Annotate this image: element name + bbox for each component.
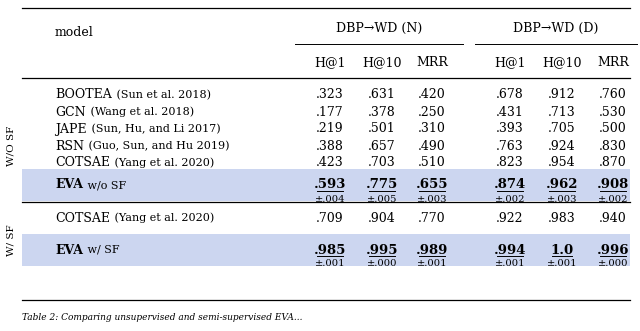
Text: RSN: RSN xyxy=(55,139,84,153)
Text: .177: .177 xyxy=(316,106,344,118)
Text: ±.000: ±.000 xyxy=(598,260,628,268)
Text: ±.002: ±.002 xyxy=(495,195,525,204)
Text: .713: .713 xyxy=(548,106,576,118)
Text: MRR: MRR xyxy=(416,57,448,70)
Text: .510: .510 xyxy=(418,157,446,169)
Text: .922: .922 xyxy=(496,212,524,224)
Text: .490: .490 xyxy=(418,139,446,153)
Text: .924: .924 xyxy=(548,139,576,153)
Text: (Yang et al. 2020): (Yang et al. 2020) xyxy=(111,213,214,223)
Text: ±.001: ±.001 xyxy=(547,260,577,268)
Text: .995: .995 xyxy=(365,244,398,257)
Text: Table 2: Comparing unsupervised and semi-supervised EVA...: Table 2: Comparing unsupervised and semi… xyxy=(22,313,303,322)
Text: .994: .994 xyxy=(493,244,526,257)
Text: .904: .904 xyxy=(368,212,396,224)
Text: (Sun et al. 2018): (Sun et al. 2018) xyxy=(113,90,211,100)
Text: model: model xyxy=(55,25,93,38)
Text: .912: .912 xyxy=(548,88,576,102)
Bar xyxy=(22,169,630,201)
Text: .703: .703 xyxy=(368,157,396,169)
Text: .423: .423 xyxy=(316,157,344,169)
Text: H@1: H@1 xyxy=(314,57,346,70)
Text: .323: .323 xyxy=(316,88,344,102)
Text: ±.003: ±.003 xyxy=(547,195,577,204)
Text: .709: .709 xyxy=(316,212,344,224)
Text: (Sun, Hu, and Li 2017): (Sun, Hu, and Li 2017) xyxy=(88,124,220,134)
Text: COTSAE: COTSAE xyxy=(55,157,110,169)
Text: .760: .760 xyxy=(599,88,627,102)
Text: .657: .657 xyxy=(368,139,396,153)
Text: .219: .219 xyxy=(316,122,344,135)
Text: ±.000: ±.000 xyxy=(367,260,397,268)
Text: H@10: H@10 xyxy=(542,57,582,70)
Text: .962: .962 xyxy=(546,178,579,192)
Text: (Guo, Sun, and Hu 2019): (Guo, Sun, and Hu 2019) xyxy=(85,141,230,151)
Text: COTSAE: COTSAE xyxy=(55,212,110,224)
Text: ±.001: ±.001 xyxy=(315,260,346,268)
Text: .393: .393 xyxy=(496,122,524,135)
Text: .378: .378 xyxy=(368,106,396,118)
Text: w/ SF: w/ SF xyxy=(84,245,120,255)
Text: ±.001: ±.001 xyxy=(417,260,447,268)
Text: ±.002: ±.002 xyxy=(598,195,628,204)
Text: W/ SF: W/ SF xyxy=(6,224,15,256)
Text: .989: .989 xyxy=(416,244,448,257)
Text: .954: .954 xyxy=(548,157,576,169)
Text: .770: .770 xyxy=(418,212,446,224)
Text: .678: .678 xyxy=(496,88,524,102)
Text: MRR: MRR xyxy=(597,57,629,70)
Text: .631: .631 xyxy=(368,88,396,102)
Text: (Wang et al. 2018): (Wang et al. 2018) xyxy=(86,107,194,117)
Text: .530: .530 xyxy=(599,106,627,118)
Text: .593: .593 xyxy=(314,178,346,192)
Text: .763: .763 xyxy=(496,139,524,153)
Text: .500: .500 xyxy=(599,122,627,135)
Text: ±.001: ±.001 xyxy=(495,260,525,268)
Text: .830: .830 xyxy=(599,139,627,153)
Text: JAPE: JAPE xyxy=(55,122,86,135)
Text: w/o SF: w/o SF xyxy=(84,180,126,190)
Text: .420: .420 xyxy=(418,88,446,102)
Text: .705: .705 xyxy=(548,122,576,135)
Text: .310: .310 xyxy=(418,122,446,135)
Text: ±.005: ±.005 xyxy=(367,195,397,204)
Text: .940: .940 xyxy=(599,212,627,224)
Text: .996: .996 xyxy=(596,244,629,257)
Text: .388: .388 xyxy=(316,139,344,153)
Text: ±.003: ±.003 xyxy=(417,195,447,204)
Text: DBP→WD (D): DBP→WD (D) xyxy=(513,22,598,34)
Text: BOOTEA: BOOTEA xyxy=(55,88,112,102)
Text: .501: .501 xyxy=(368,122,396,135)
Text: EVA: EVA xyxy=(55,244,83,257)
Text: W/O SF: W/O SF xyxy=(6,126,15,166)
Text: .431: .431 xyxy=(496,106,524,118)
Text: .985: .985 xyxy=(314,244,346,257)
Text: 1.0: 1.0 xyxy=(550,244,573,257)
Bar xyxy=(22,234,630,266)
Text: .250: .250 xyxy=(418,106,446,118)
Text: .870: .870 xyxy=(599,157,627,169)
Text: .655: .655 xyxy=(416,178,448,192)
Text: EVA: EVA xyxy=(55,178,83,192)
Text: .908: .908 xyxy=(597,178,629,192)
Text: (Yang et al. 2020): (Yang et al. 2020) xyxy=(111,158,214,168)
Text: ±.004: ±.004 xyxy=(315,195,346,204)
Text: .775: .775 xyxy=(366,178,398,192)
Text: H@10: H@10 xyxy=(362,57,402,70)
Text: DBP→WD (N): DBP→WD (N) xyxy=(336,22,422,34)
Text: .823: .823 xyxy=(496,157,524,169)
Text: H@1: H@1 xyxy=(494,57,525,70)
Text: .874: .874 xyxy=(494,178,526,192)
Text: GCN: GCN xyxy=(55,106,86,118)
Text: .983: .983 xyxy=(548,212,576,224)
